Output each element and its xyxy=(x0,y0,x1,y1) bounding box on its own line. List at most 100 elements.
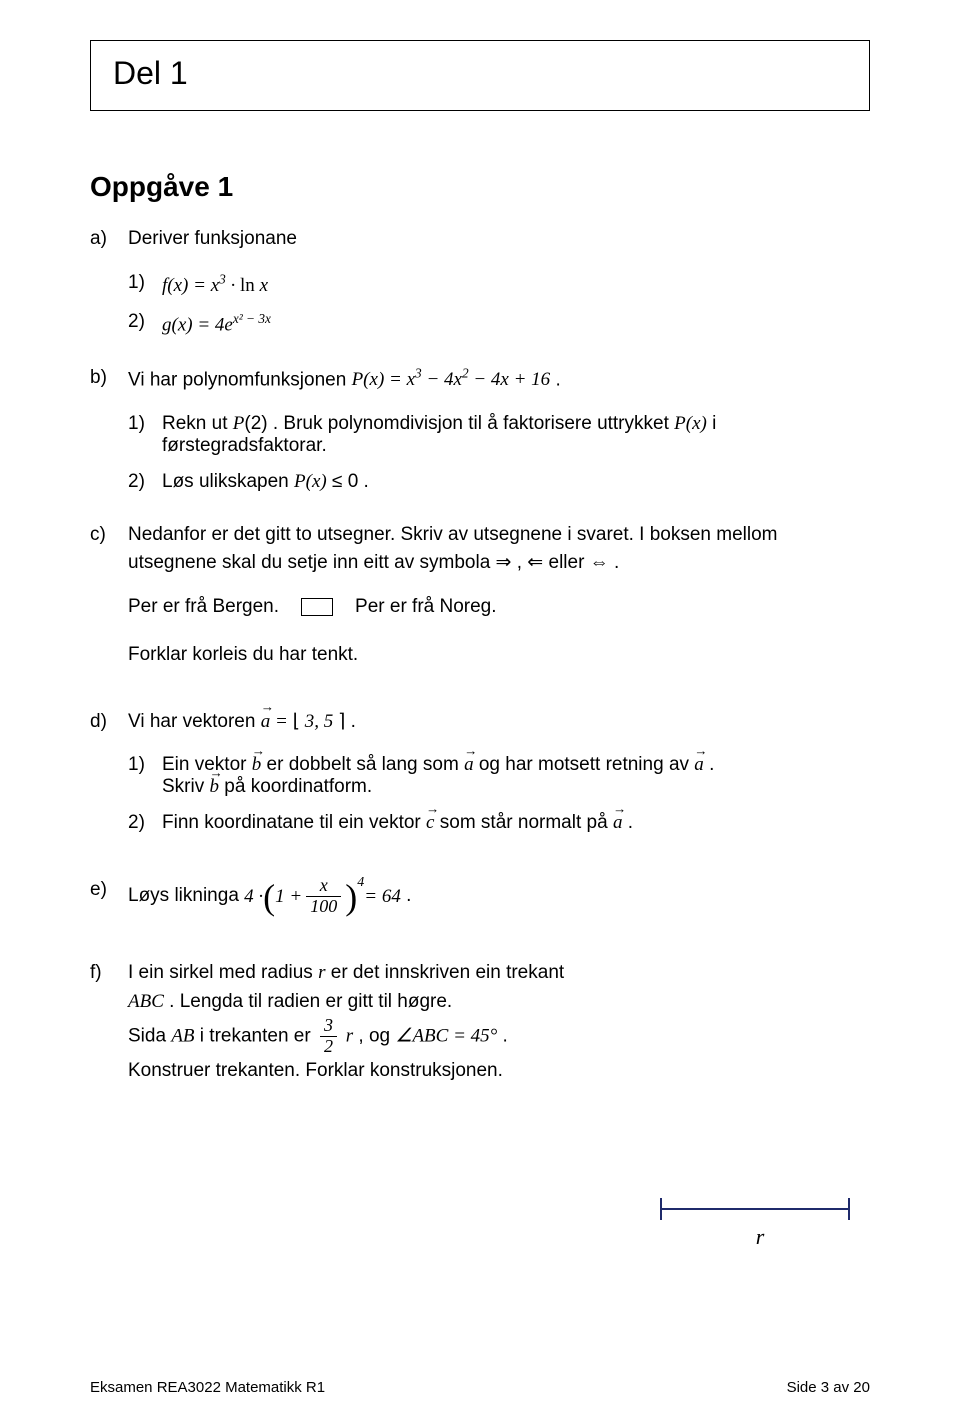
radius-label: r xyxy=(660,1224,860,1250)
f-num: 3 xyxy=(320,1016,337,1037)
f-l2-post: . Lengda til radien er gitt til høgre. xyxy=(164,991,452,1012)
marker-b2: 2) xyxy=(128,471,162,493)
e-den: 100 xyxy=(306,897,341,917)
d1-mid2: og har motsett retning av xyxy=(474,754,695,775)
vec-b: b xyxy=(252,754,262,776)
d2-pre: Finn koordinatane til ein vektor xyxy=(162,812,426,833)
vec-a: a xyxy=(261,708,271,737)
b2-text: Løs ulikskapen P(x) ≤ 0 . xyxy=(162,471,870,493)
item-d: d) Vi har vektoren a = ⌊ 3, 5 ⌉ . xyxy=(90,708,870,737)
per-row: Per er frå Bergen. Per er frå Noreg. xyxy=(128,596,870,618)
f-l3-post: . xyxy=(497,1026,508,1047)
f-text: I ein sirkel med radius r er det innskri… xyxy=(128,959,648,1085)
footer-left: Eksamen REA3022 Matematikk R1 xyxy=(90,1379,325,1396)
marker-d: d) xyxy=(90,708,128,737)
e-four: 4 · xyxy=(244,883,263,912)
item-a-sub2: 2) g(x) = 4ex² − 3x xyxy=(128,311,870,336)
item-b-text: Vi har polynomfunksjonen P(x) = x3 − 4x2… xyxy=(128,364,870,395)
per-noreg: Per er frå Noreg. xyxy=(355,596,497,618)
a2-exp: x² − 3x xyxy=(233,311,271,326)
e-text-lead: Løys likninga xyxy=(128,886,244,907)
d-text: Vi har vektoren a = ⌊ 3, 5 ⌉ . xyxy=(128,708,870,737)
marker-d2: 2) xyxy=(128,812,162,834)
e-exp: 4 xyxy=(357,872,364,893)
d1-l2-pre: Skriv xyxy=(162,776,210,797)
vec-a2: a xyxy=(464,754,474,776)
d-eq: = xyxy=(270,711,292,732)
f-l3-mid: i trekanten er xyxy=(195,1026,316,1047)
f-r2: r xyxy=(341,1026,353,1047)
b-poly: P(x) = x3 − 4x2 − 4x + 16 xyxy=(352,369,551,390)
f-l3-pre: Sida xyxy=(128,1026,171,1047)
vec-b2: b xyxy=(210,776,220,798)
d-vals: 3, 5 xyxy=(300,711,338,732)
d1-pre: Ein vektor xyxy=(162,754,252,775)
e-dot: . xyxy=(401,886,412,907)
item-b-sub2: 2) Løs ulikskapen P(x) ≤ 0 . xyxy=(128,471,870,493)
b-pre: Vi har polynomfunksjonen xyxy=(128,369,352,390)
item-a: a) Deriver funksjonane xyxy=(90,225,870,254)
part-title-box: Del 1 xyxy=(90,40,870,111)
item-e: e) Løys likninga 4 · ( 1 + x100 )4 = 64 … xyxy=(90,876,870,917)
item-b: b) Vi har polynomfunksjonen P(x) = x3 − … xyxy=(90,364,870,395)
item-a-text: Deriver funksjonane xyxy=(128,225,870,254)
item-c: c) Nedanfor er det gitt to utsegner. Skr… xyxy=(90,521,870,578)
radius-tick-right xyxy=(848,1198,850,1220)
radius-hline xyxy=(660,1208,850,1210)
marker-b: b) xyxy=(90,364,128,393)
e-text: Løys likninga 4 · ( 1 + x100 )4 = 64 . xyxy=(128,876,870,917)
e-oneplus: 1 + xyxy=(275,883,302,912)
b-post: . xyxy=(550,369,561,390)
f-l4: Konstruer trekanten. Forklar konstruksjo… xyxy=(128,1060,503,1081)
f-abc: ABC xyxy=(128,991,164,1012)
e-num: x xyxy=(306,876,341,897)
a1-expression: f(x) = x3 · ln x xyxy=(162,275,268,296)
marker-a1: 1) xyxy=(128,272,162,294)
task-title: Oppgåve 1 xyxy=(90,171,870,203)
f-comma: , og xyxy=(353,1026,395,1047)
marker-a: a) xyxy=(90,225,128,254)
logic-symbol-box xyxy=(301,598,333,616)
footer: Eksamen REA3022 Matematikk R1 Side 3 av … xyxy=(90,1379,870,1396)
d1-l2-post: på koordinatform. xyxy=(219,776,372,797)
d-pre: Vi har vektoren xyxy=(128,711,261,732)
b1-text: Rekn ut P(2) . Bruk polynomdivisjon til … xyxy=(162,413,870,457)
marker-f: f) xyxy=(90,959,128,988)
c-text: Nedanfor er det gitt to utsegner. Skriv … xyxy=(128,521,870,578)
d-post: . xyxy=(345,711,356,732)
marker-e: e) xyxy=(90,876,128,905)
e-frac: x100 xyxy=(306,876,341,917)
d2-text: Finn koordinatane til ein vektor c som s… xyxy=(162,812,870,834)
f-l1-mid: er det innskriven ein trekant xyxy=(325,962,564,983)
page: Del 1 Oppgåve 1 a) Deriver funksjonane 1… xyxy=(0,0,960,1414)
item-a1-math: f(x) = x3 · ln x xyxy=(162,272,870,297)
item-d-sub2: 2) Finn koordinatane til ein vektor c so… xyxy=(128,812,870,834)
vec-c: c xyxy=(426,812,434,834)
f-l1-pre: I ein sirkel med radius xyxy=(128,962,318,983)
footer-right: Side 3 av 20 xyxy=(787,1379,870,1396)
marker-b1: 1) xyxy=(128,413,162,435)
f-angle: ∠ABC = 45° xyxy=(395,1026,497,1047)
radius-illustration: r xyxy=(660,1198,860,1250)
marker-c: c) xyxy=(90,521,128,550)
d1-text: Ein vektor b er dobbelt så lang som a og… xyxy=(162,754,870,798)
item-f: f) I ein sirkel med radius r er det inns… xyxy=(90,959,870,1085)
vec-a3: a xyxy=(694,754,704,776)
radius-line xyxy=(660,1198,860,1220)
item-d-sub1: 1) Ein vektor b er dobbelt så lang som a… xyxy=(128,754,870,798)
part-title: Del 1 xyxy=(113,55,847,92)
f-ab: AB xyxy=(171,1026,194,1047)
c-forklar: Forklar korleis du har tenkt. xyxy=(128,644,870,666)
item-b-sub1: 1) Rekn ut P(2) . Bruk polynomdivisjon t… xyxy=(128,413,870,457)
item-a-sub1: 1) f(x) = x3 · ln x xyxy=(128,272,870,297)
d2-mid: som står normalt på xyxy=(434,812,612,833)
f-den: 2 xyxy=(320,1037,337,1057)
marker-a2: 2) xyxy=(128,311,162,333)
d1-mid: er dobbelt så lang som xyxy=(261,754,464,775)
e-eq64: = 64 xyxy=(364,883,401,912)
per-bergen: Per er frå Bergen. xyxy=(128,596,279,618)
item-a2-math: g(x) = 4ex² − 3x xyxy=(162,311,870,336)
a2-pre: g(x) = 4e xyxy=(162,314,233,335)
bracket-open: ⌊ xyxy=(293,711,300,732)
f-frac: 32 xyxy=(320,1016,337,1057)
